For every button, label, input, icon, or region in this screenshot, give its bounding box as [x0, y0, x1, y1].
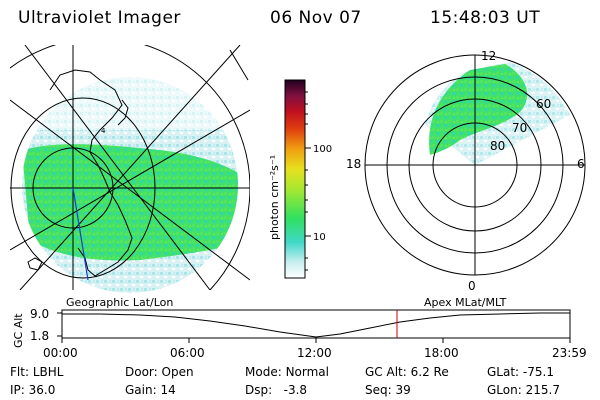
geo-caption: Geographic Lat/Lon: [66, 296, 173, 309]
gcalt-field: GC Alt: 6.2 Re: [365, 365, 449, 379]
meridian-diag2: [10, 99, 250, 281]
dsp-value: -3.8: [283, 383, 308, 397]
meridian-diag4: [10, 109, 250, 251]
mlt-label-12: 12: [481, 49, 496, 63]
glon-label: GLon:: [487, 383, 522, 397]
colorbar-gradient: [284, 79, 306, 279]
seq-value: 39: [395, 383, 411, 397]
time-label: 15:48:03 UT: [430, 8, 541, 28]
filter-field: Flt: LBHL: [10, 365, 63, 379]
date-label: 06 Nov 07: [270, 8, 362, 28]
island-outline: [27, 257, 43, 271]
filter-value: LBHL: [32, 365, 64, 379]
seq-label: Seq:: [365, 383, 392, 397]
auroral-oval: [22, 144, 238, 261]
polar-plot: 12 18 6 0 60 70 80: [346, 49, 586, 293]
glat-value: -75.1: [522, 365, 554, 379]
orbit-trace-tick: [229, 49, 249, 81]
apex-caption: Apex MLat/MLT: [424, 296, 507, 309]
orbit-mark: 4: [101, 127, 106, 135]
door-field: Door: Open: [125, 365, 194, 379]
glat-label: GLat:: [487, 365, 520, 379]
mlt-label-0: 0: [468, 279, 476, 293]
ip-value: 36.0: [28, 383, 56, 397]
gain-label: Gain:: [125, 383, 157, 397]
glat-field: GLat: -75.1: [487, 365, 554, 379]
xtick-1200: 12:00: [297, 346, 332, 360]
glon-field: GLon: 215.7: [487, 383, 560, 397]
ip-field: IP: 36.0: [10, 383, 55, 397]
ytick-1_8: 1.8: [30, 329, 49, 343]
timeline-ylabel: GC Alt: [12, 313, 25, 348]
geographic-map: 4: [10, 45, 250, 293]
door-label: Door:: [125, 365, 158, 379]
coastline-detail: [117, 99, 129, 126]
glon-value: 215.7: [525, 383, 560, 397]
mlt-label-18: 18: [346, 157, 361, 171]
door-value: Open: [161, 365, 194, 379]
seq-field: Seq: 39: [365, 383, 411, 397]
filter-label: Flt:: [10, 365, 29, 379]
instrument-title: Ultraviolet Imager: [18, 8, 181, 28]
ip-label: IP:: [10, 383, 25, 397]
mlat-label-80: 80: [490, 139, 505, 153]
colorbar-tick-label-100: 100: [313, 144, 332, 155]
mlt-label-6: 6: [577, 157, 585, 171]
polar-emission-bright: [429, 64, 528, 155]
gcalt-label: GC Alt:: [365, 365, 407, 379]
xtick-1800: 18:00: [424, 346, 459, 360]
altitude-curve: [62, 312, 570, 338]
mode-value: Normal: [285, 365, 329, 379]
colorbar-tick-label-10: 10: [313, 232, 326, 243]
dsp-field: Dsp: -3.8: [245, 383, 307, 397]
mlat-label-70: 70: [512, 121, 527, 135]
meridian-diag3: [24, 45, 211, 290]
colorbar: 100 10 photon cm⁻²s⁻¹: [268, 79, 332, 279]
gain-value: 14: [160, 383, 176, 397]
ytick-9: 9.0: [30, 307, 49, 321]
gain-field: Gain: 14: [125, 383, 176, 397]
mode-field: Mode: Normal: [245, 365, 329, 379]
meridian-diag1: [19, 45, 241, 290]
xtick-2359: 23:59: [552, 346, 587, 360]
satellite-track: [72, 187, 89, 281]
dsp-label: Dsp:: [245, 383, 273, 397]
xtick-0000: 00:00: [43, 346, 78, 360]
xtick-0600: 06:00: [170, 346, 205, 360]
altitude-timeline: 9.0 1.8 GC Alt Geographic Lat/Lon Apex M…: [12, 296, 587, 360]
colorbar-unit-label: photon cm⁻²s⁻¹: [268, 155, 281, 240]
coastline: [49, 69, 133, 277]
mlat-label-60: 60: [536, 97, 551, 111]
mode-label: Mode:: [245, 365, 282, 379]
gcalt-value: 6.2 Re: [410, 365, 449, 379]
